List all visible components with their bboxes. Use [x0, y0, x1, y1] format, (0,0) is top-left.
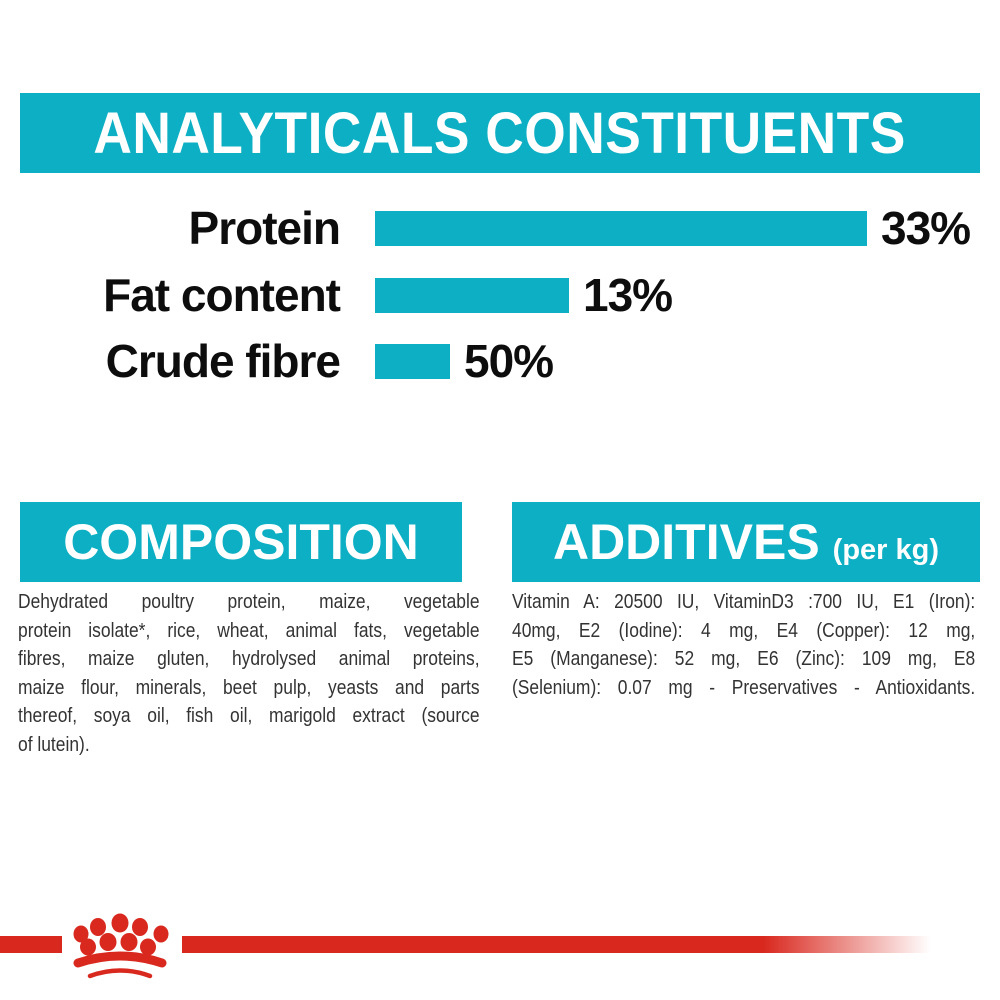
analyticals-header: ANALYTICALS CONSTITUENTS [20, 93, 980, 173]
chart-row-protein: Protein 33% [0, 203, 1000, 253]
composition-line: of lutein). [18, 732, 90, 756]
additives-line: (Selenium): 0.07 mg - Preservatives - An… [512, 675, 976, 699]
additives-title-suffix: (per kg) [832, 534, 940, 566]
chart-label-crude-fibre: Crude fibre [105, 335, 341, 387]
additives-line: E5 (Manganese): 52 mg, E6 (Zinc): 109 mg… [512, 647, 976, 670]
chart-value-protein: 33% [881, 202, 971, 254]
composition-line: thereof, soya oil, fish oil, marigold ex… [18, 704, 480, 727]
composition-text: Dehydrated poultry protein, maize, veget… [18, 588, 480, 759]
chart-bar-fat-content [375, 278, 569, 313]
chart-value-fat-content: 13% [583, 269, 673, 321]
chart-row-crude-fibre: Crude fibre 50% [0, 336, 1000, 386]
royal-canin-crown-icon [73, 913, 169, 979]
additives-line: 40mg, E2 (Iodine): 4 mg, E4 (Copper): 12… [512, 618, 976, 642]
footer-red-bar-right [182, 936, 938, 953]
chart-value-crude-fibre: 50% [464, 335, 554, 387]
chart-label-fat-content: Fat content [103, 269, 341, 321]
chart-bar-crude-fibre [375, 344, 450, 379]
composition-line: maize flour, minerals, beet pulp, yeasts… [18, 675, 480, 699]
additives-header: ADDITIVES (per kg) [512, 502, 980, 582]
composition-line: fibres, maize gluten, hydrolysed animal … [18, 647, 480, 670]
chart-row-fat-content: Fat content 13% [0, 270, 1000, 320]
additives-line: Vitamin A: 20500 IU, VitaminD3 :700 IU, … [512, 590, 976, 613]
composition-title: COMPOSITION [63, 514, 419, 570]
composition-line: Dehydrated poultry protein, maize, veget… [18, 590, 480, 613]
chart-label-protein: Protein [188, 202, 341, 254]
additives-title: ADDITIVES [552, 514, 820, 570]
chart-bar-protein [375, 211, 867, 246]
composition-line: protein isolate*, rice, wheat, animal fa… [18, 618, 480, 642]
footer-red-bar-left [0, 936, 62, 953]
additives-text: Vitamin A: 20500 IU, VitaminD3 :700 IU, … [512, 588, 975, 702]
composition-header: COMPOSITION [20, 502, 462, 582]
analyticals-title: ANALYTICALS CONSTITUENTS [93, 100, 907, 166]
